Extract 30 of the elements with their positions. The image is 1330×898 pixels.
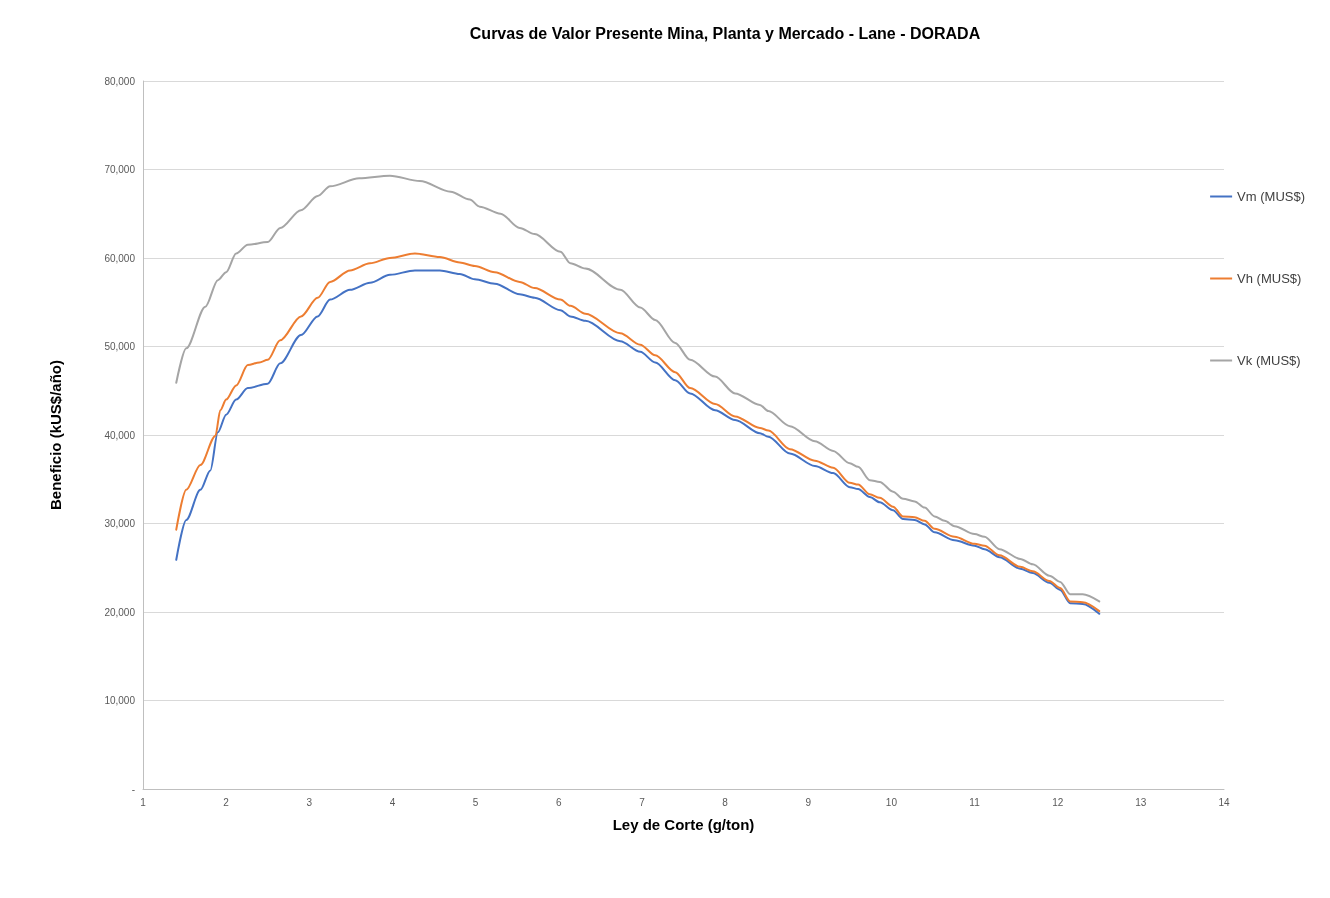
x-tick-label: 14	[1218, 796, 1230, 808]
legend-label: Vk (MUS$)	[1237, 353, 1301, 368]
y-tick-label: 60,000	[104, 252, 136, 264]
legend-label: Vm (MUS$)	[1237, 189, 1305, 204]
y-tick-label: 20,000	[104, 606, 136, 618]
y-tick-label: -	[131, 783, 135, 795]
x-tick-label: 7	[639, 796, 646, 808]
y-tick-label: 40,000	[104, 429, 136, 441]
x-tick-label: 8	[722, 796, 729, 808]
x-tick-label: 2	[223, 796, 230, 808]
y-tick-label: 10,000	[104, 695, 136, 706]
x-tick-label: 1	[140, 796, 147, 808]
legend-label: Vh (MUS$)	[1237, 271, 1302, 286]
x-tick-label: 13	[1135, 796, 1147, 808]
x-tick-label: 3	[306, 796, 313, 808]
x-axis-title: Ley de Corte (g/ton)	[612, 816, 755, 833]
x-tick-label: 4	[389, 796, 396, 808]
x-tick-label: 6	[555, 796, 562, 808]
x-tick-label: 10	[885, 796, 898, 808]
chart-title: Curvas de Valor Presente Mina, Planta y Mercado - Lane - DORADA	[469, 24, 981, 42]
line-series	[175, 174, 1101, 603]
y-axis-title: Beneficio (kUS$/año)	[47, 359, 64, 511]
y-tick-label: 50,000	[104, 341, 136, 352]
x-tick-label: 9	[805, 796, 812, 808]
x-tick-label: 5	[472, 796, 479, 808]
y-tick-label: 30,000	[104, 518, 136, 529]
x-tick-label: 12	[1052, 796, 1064, 808]
y-tick-label: 80,000	[104, 75, 136, 87]
y-tick-label: 70,000	[104, 164, 136, 175]
x-tick-label: 11	[969, 796, 981, 808]
